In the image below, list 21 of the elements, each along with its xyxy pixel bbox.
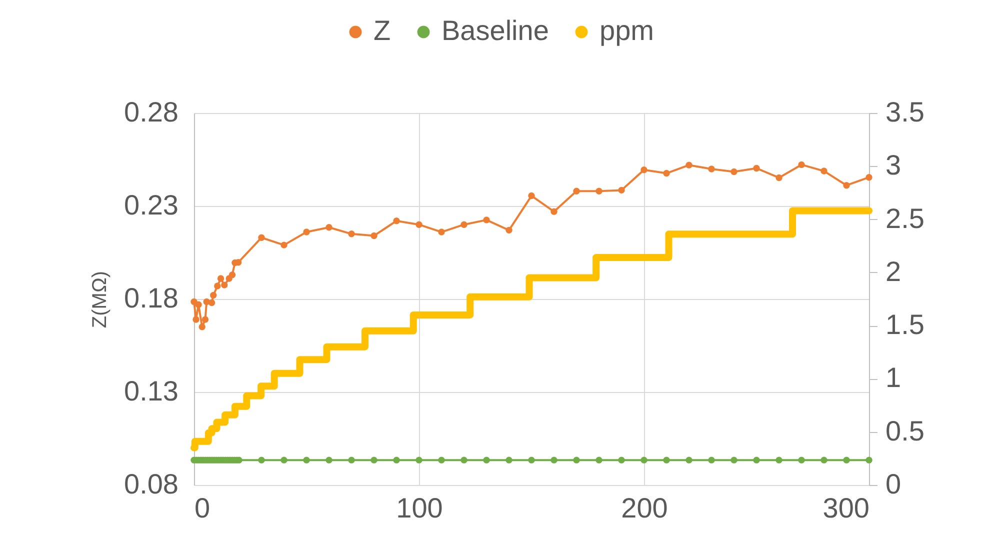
y2-tick-label: 0.5 xyxy=(886,415,924,446)
y2-tick-label: 1 xyxy=(886,362,902,394)
x-tick-label: 100 xyxy=(396,492,443,524)
y2-tick-label: 3.5 xyxy=(886,96,924,128)
y-tick-label: 0.28 xyxy=(124,96,178,128)
y2-tick-label: 2.5 xyxy=(886,202,924,234)
x-tick-label: 200 xyxy=(621,492,668,524)
y2-tick-label: 0 xyxy=(886,468,902,500)
legend-label: ppm xyxy=(600,15,654,46)
y2-tick-label: 1.5 xyxy=(886,309,924,340)
y-tick-label: 0.08 xyxy=(124,468,178,500)
y-axis-title: Z(MΩ) xyxy=(89,270,112,328)
y-tick-label: 0.18 xyxy=(124,282,178,314)
legend-label: Z xyxy=(374,15,391,46)
y2-tick-label: 3 xyxy=(886,150,902,181)
legend-label: Baseline xyxy=(442,15,549,46)
y-tick-label: 0.23 xyxy=(124,190,178,220)
y2-tick-label: 2 xyxy=(886,256,902,287)
x-tick-label: 0 xyxy=(194,492,210,524)
y-tick-label: 0.13 xyxy=(124,376,178,406)
x-tick-label: 300 xyxy=(822,492,870,524)
